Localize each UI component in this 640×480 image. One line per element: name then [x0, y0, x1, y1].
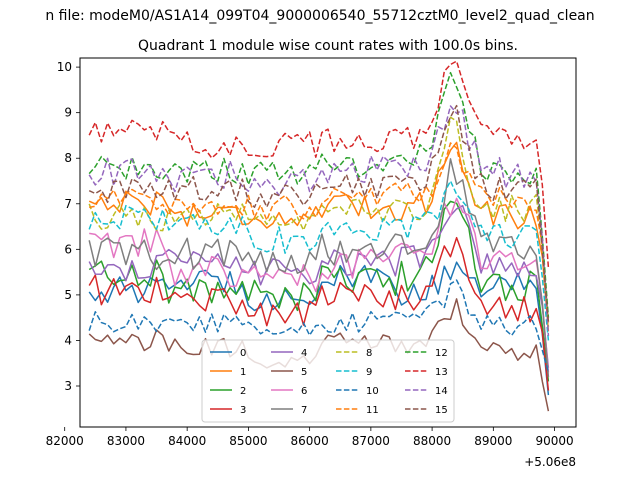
legend-label-4: 4 — [301, 348, 307, 359]
series-line-13 — [88, 60, 550, 268]
legend-label-11: 11 — [366, 405, 379, 416]
series-line-15 — [88, 104, 550, 323]
series-line-9 — [88, 180, 550, 341]
series-line-11 — [89, 142, 550, 323]
legend-label-10: 10 — [366, 386, 379, 397]
figure-suptitle: n file: modeM0/AS1A14_099T04_9000006540_… — [45, 8, 594, 24]
legend-label-15: 15 — [435, 405, 448, 416]
x-tick-label: 84000 — [168, 434, 206, 448]
y-tick-label: 4 — [64, 333, 72, 347]
series-line-3 — [88, 236, 550, 391]
x-tick-label: 89000 — [474, 434, 512, 448]
legend-label-3: 3 — [240, 405, 246, 416]
plot-area: 82000 83000 84000 85000 86000 87000 88000 89000… — [46, 57, 577, 469]
x-tick-label: 85000 — [229, 434, 267, 448]
axes-frame — [79, 57, 577, 428]
x-tick-label: 83000 — [107, 434, 145, 448]
legend-label-13: 13 — [435, 367, 448, 378]
legend-label-6: 6 — [301, 386, 307, 397]
y-tick-label: 6 — [64, 242, 72, 256]
x-axis: 82000 83000 84000 85000 86000 87000 88000 89000… — [46, 427, 574, 448]
y-tick-label: 3 — [64, 379, 72, 393]
legend-label-7: 7 — [301, 405, 307, 416]
series-line-7 — [88, 158, 550, 377]
chart-title: Quadrant 1 module wise count rates with … — [138, 38, 518, 54]
legend-label-2: 2 — [240, 386, 246, 397]
legend-label-0: 0 — [240, 348, 246, 359]
x-offset-label: +5.06e8 — [524, 455, 576, 469]
y-axis: 3 4 5 6 7 8 9 10 — [57, 60, 80, 393]
series-line-0 — [88, 261, 550, 396]
legend-label-12: 12 — [435, 348, 448, 359]
legend-label-5: 5 — [301, 367, 307, 378]
y-tick-label: 10 — [57, 60, 72, 74]
legend-label-8: 8 — [366, 348, 372, 359]
series-line-6 — [89, 197, 550, 373]
x-tick-label: 90000 — [535, 434, 573, 448]
y-tick-label: 5 — [64, 288, 72, 302]
legend-frame — [201, 339, 455, 423]
legend-label-9: 9 — [366, 367, 372, 378]
y-tick-label: 9 — [64, 106, 72, 120]
x-tick-label: 82000 — [46, 434, 84, 448]
x-tick-label: 86000 — [291, 434, 329, 448]
y-tick-label: 8 — [64, 151, 72, 165]
legend-label-1: 1 — [240, 367, 246, 378]
x-tick-label: 87000 — [352, 434, 390, 448]
legend-label-14: 14 — [435, 386, 448, 397]
x-tick-label: 88000 — [413, 434, 451, 448]
series-layer — [88, 60, 550, 412]
y-tick-label: 7 — [64, 197, 72, 211]
series-line-10 — [88, 279, 550, 373]
